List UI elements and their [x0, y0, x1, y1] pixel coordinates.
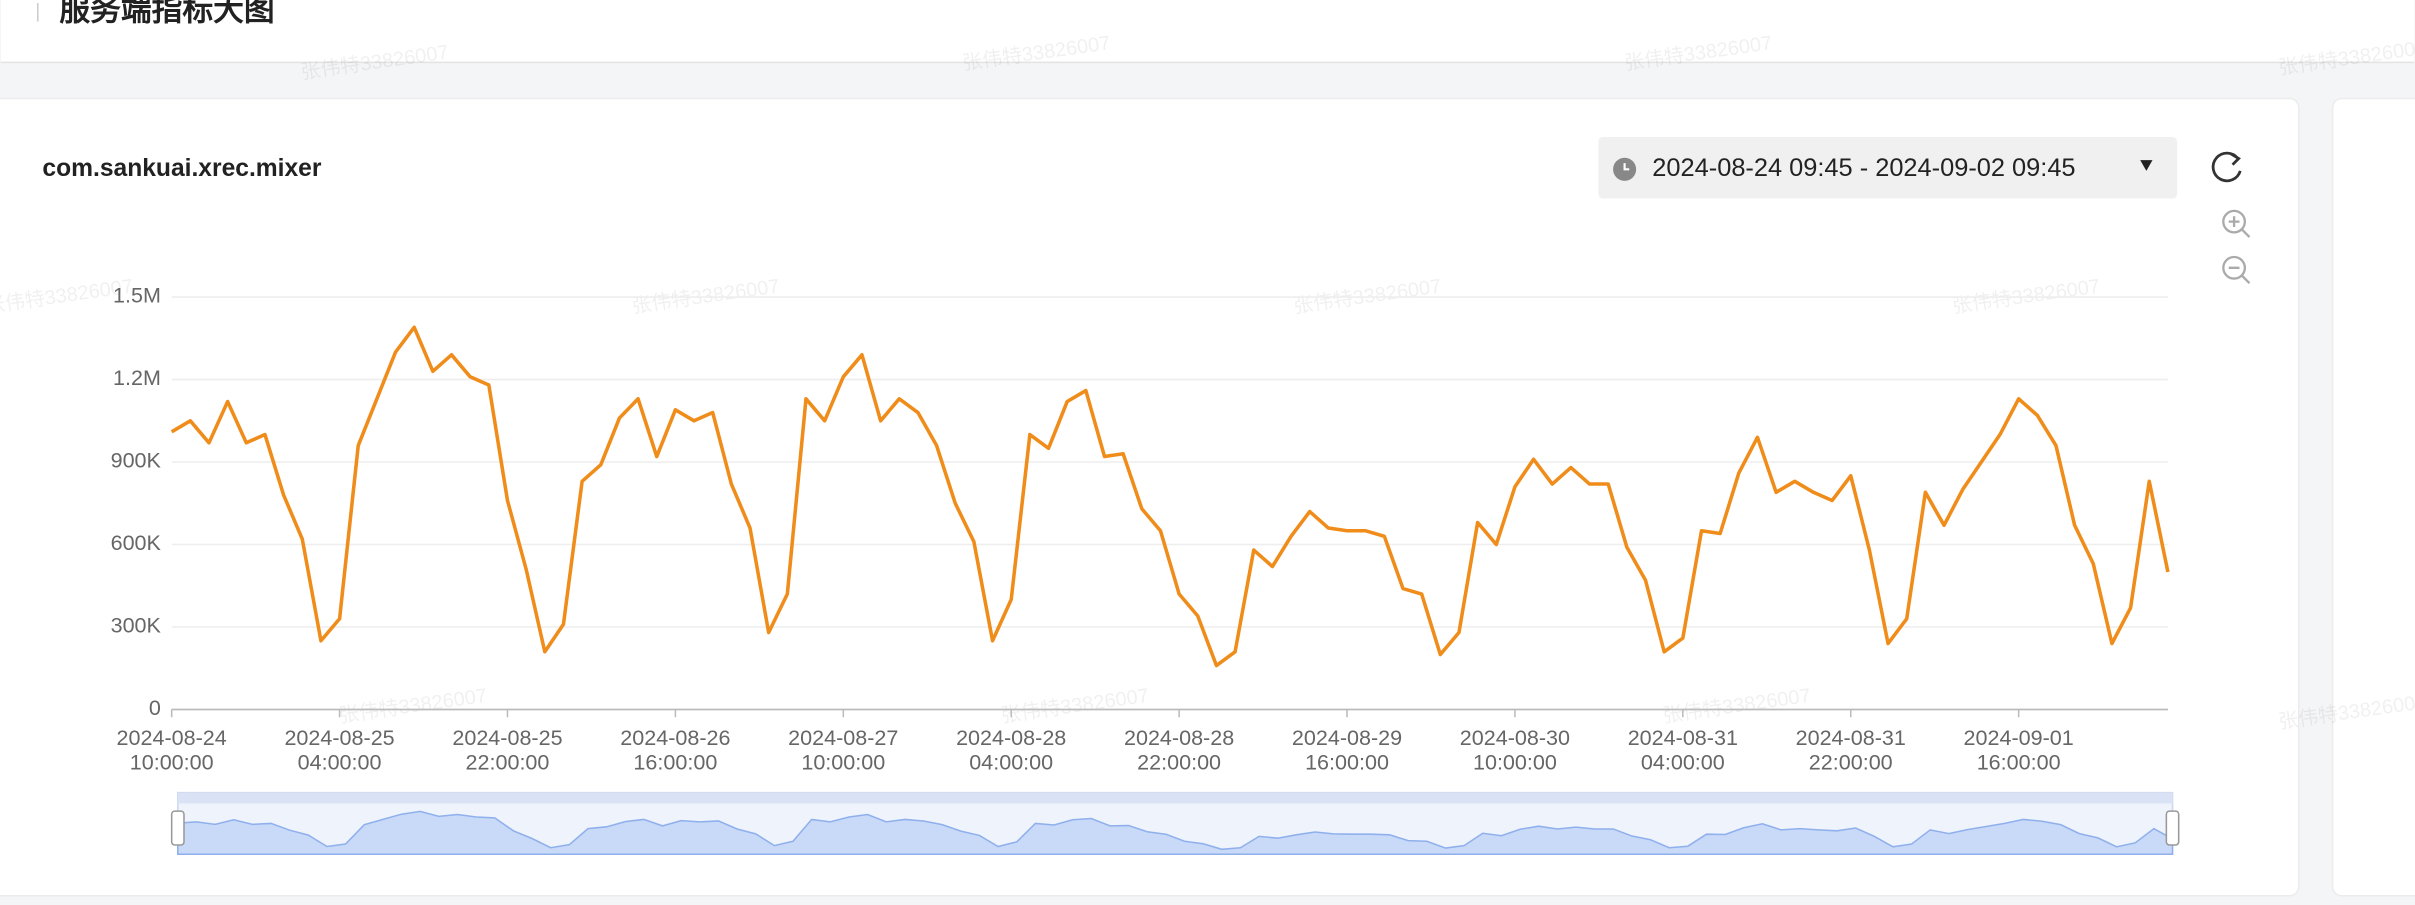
clock-hands — [1623, 163, 1630, 171]
chart-card — [0, 97, 2300, 897]
x-tick-label: 2024-08-24 10:00:00 — [116, 724, 227, 775]
zoom-in-glyph — [2228, 216, 2251, 238]
x-tick-label-box: 2024-08-31 22:00:00 — [1795, 724, 1906, 775]
x-tick-label: 2024-08-28 04:00:00 — [956, 724, 1067, 775]
y-tick-label: 0 — [149, 696, 161, 720]
x-tick-label: 2024-08-27 10:00:00 — [788, 724, 899, 775]
x-tick-label: 2024-08-31 04:00:00 — [1627, 724, 1738, 775]
time-picker[interactable] — [1598, 136, 2178, 199]
x-tick-label-box: 2024-08-26 16:00:00 — [620, 724, 731, 775]
x-tick-label-box: 2024-08-28 22:00:00 — [1123, 724, 1235, 775]
slider-handle-right[interactable] — [2165, 810, 2180, 846]
x-tick-label-box: 2024-08-25 22:00:00 — [452, 724, 563, 775]
slider-preview — [177, 810, 2174, 855]
x-tick-label: 2024-09-01 16:00:00 — [1963, 724, 2074, 775]
zoom-out-glyph — [2228, 266, 2251, 285]
time-range: 2024-08-24 09:45 - 2024-09-02 09:45 — [1652, 154, 2075, 182]
side-card — [2331, 97, 2415, 897]
x-tick-label-box: 2024-08-25 04:00:00 — [284, 724, 395, 775]
x-tick-label: 2024-08-31 22:00:00 — [1795, 724, 1906, 775]
refresh-arrow — [2230, 152, 2241, 166]
slider-handle-left[interactable] — [170, 810, 185, 846]
y-tick-label: 1.5M — [113, 284, 161, 308]
x-tick-label: 2024-08-28 22:00:00 — [1123, 724, 1235, 775]
x-tick-label-box: 2024-09-01 16:00:00 — [1963, 724, 2074, 775]
y-tick-label: 600K — [111, 531, 162, 555]
zoom-in[interactable] — [2222, 209, 2247, 234]
line — [170, 325, 2170, 668]
y-tick-label: 900K — [111, 449, 162, 473]
x-tick-label: 2024-08-25 04:00:00 — [284, 724, 395, 775]
x-tick-label-box: 2024-08-27 10:00:00 — [788, 724, 899, 775]
dropdown-arrow — [2140, 160, 2153, 171]
refresh-icon[interactable] — [2211, 151, 2242, 183]
slider-area — [177, 810, 2174, 855]
header-bar — [0, 0, 2415, 62]
x-tick-label: 2024-08-25 22:00:00 — [452, 724, 563, 775]
x-tick-label-box: 2024-08-30 10:00:00 — [1459, 724, 1571, 775]
x-tick-label-box: 2024-08-24 10:00:00 — [116, 724, 227, 775]
x-tick-label-box: 2024-08-31 04:00:00 — [1627, 724, 1738, 775]
card-title: com.sankuai.xrec.mixer — [42, 155, 321, 182]
y-tick-label: 1.2M — [113, 366, 161, 390]
slider-bar[interactable] — [177, 792, 2173, 804]
zoom-out[interactable] — [2222, 255, 2247, 280]
x-tick-label: 2024-08-29 16:00:00 — [1291, 724, 1403, 775]
x-tick-label: 2024-08-26 16:00:00 — [620, 724, 731, 775]
x-tick-label: 2024-08-30 10:00:00 — [1459, 724, 1571, 775]
y-tick-label: 300K — [111, 614, 162, 638]
page-title: 服务端指标大图 — [59, 0, 274, 27]
x-tick-label-box: 2024-08-29 16:00:00 — [1291, 724, 1403, 775]
x-tick-label-box: 2024-08-28 04:00:00 — [956, 724, 1067, 775]
